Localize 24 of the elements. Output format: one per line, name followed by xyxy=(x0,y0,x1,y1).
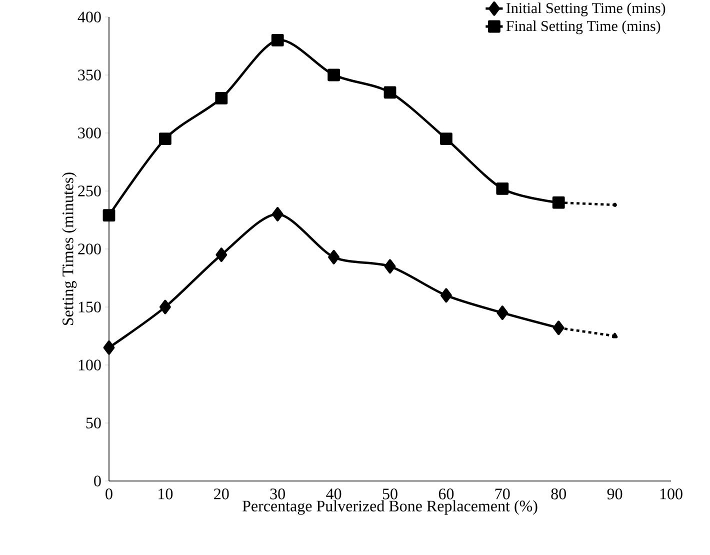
y-axis-title: Setting Times (minutes) xyxy=(62,172,77,325)
y-tick-label: 150 xyxy=(78,302,101,312)
legend-label: Final Setting Time (mins) xyxy=(506,20,660,34)
y-tick-label: 300 xyxy=(78,128,101,138)
y-tick-label: 0 xyxy=(94,476,101,486)
y-tick-label: 200 xyxy=(78,244,101,254)
x-tick-label: 70 xyxy=(495,488,510,500)
x-tick-label: 80 xyxy=(551,488,566,500)
x-tick-label: 30 xyxy=(270,488,285,500)
y-tick-label: 50 xyxy=(86,418,101,428)
x-tick-label: 10 xyxy=(158,488,173,500)
x-tick-label: 20 xyxy=(214,488,229,500)
x-axis-title: Percentage Pulverized Bone Replacement (%) xyxy=(242,500,538,515)
x-tick-label: 40 xyxy=(326,488,342,500)
x-tick-label: 60 xyxy=(438,488,454,500)
x-tick-label: 90 xyxy=(607,488,622,500)
y-tick-label: 100 xyxy=(78,360,101,370)
x-tick-label: 100 xyxy=(660,488,682,500)
y-tick-label: 250 xyxy=(78,186,101,196)
y-tick-label: 400 xyxy=(78,12,101,22)
legend-label: Initial Setting Time (mins) xyxy=(506,2,666,16)
x-tick-label: 50 xyxy=(382,488,398,500)
y-tick-label: 350 xyxy=(78,70,101,80)
x-tick-label: 0 xyxy=(106,488,112,500)
